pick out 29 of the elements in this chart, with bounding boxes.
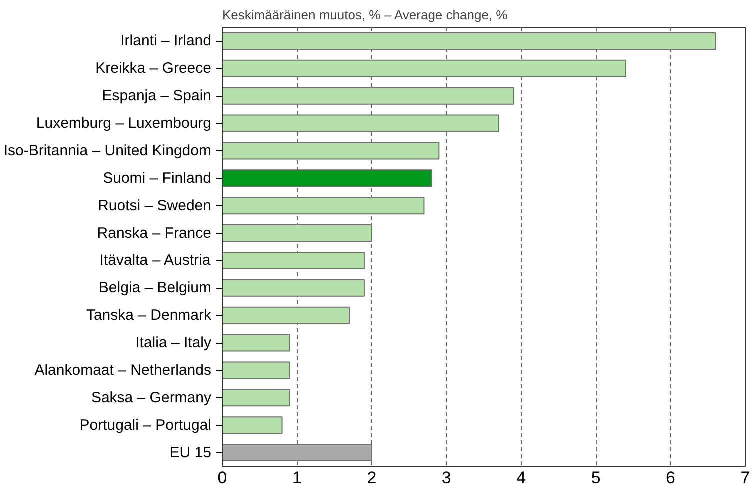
x-tick-label: 5 [591,468,601,486]
chart-title: Keskimääräinen muutos, % – Average change, % [222,8,508,22]
y-tick-label: Itävalta – Austria [100,252,212,270]
y-tick-label: EU 15 [170,444,212,462]
y-tick-label: Tanska – Denmark [86,307,212,324]
y-tick-label: Alankomaat – Netherlands [34,362,212,379]
y-tick-label: Espanja – Spain [102,88,212,105]
y-tick-label: Ranska – France [97,224,212,242]
y-tick-label: Saksa – Germany [91,389,212,406]
y-tick-label: Iso-Britannia – United Kingdom [4,142,212,160]
y-tick-label: Ruotsi – Sweden [98,197,212,214]
bar [222,389,290,407]
x-tick-label: 1 [292,468,302,486]
x-tick-label: 4 [516,468,526,486]
x-tick-label: 2 [367,468,377,486]
x-tick-label: 3 [442,468,452,486]
bar [222,362,290,380]
y-tick-label: Portugali – Portugal [80,416,212,434]
bar [222,334,290,352]
bar [222,416,283,434]
y-tick-label: Belgia – Belgium [98,280,212,297]
y-tick-label: Irlanti – Irland [120,32,212,50]
y-tick-label: Kreikka – Greece [96,60,212,78]
y-tick-label: Luxemburg – Luxembourg [36,115,212,132]
x-tick-label: 7 [740,468,750,486]
y-tick-label: Suomi – Finland [103,170,212,187]
x-tick-label: 0 [218,468,228,486]
y-tick-label: Italia – Italy [136,334,212,352]
x-tick-label: 6 [666,468,676,486]
